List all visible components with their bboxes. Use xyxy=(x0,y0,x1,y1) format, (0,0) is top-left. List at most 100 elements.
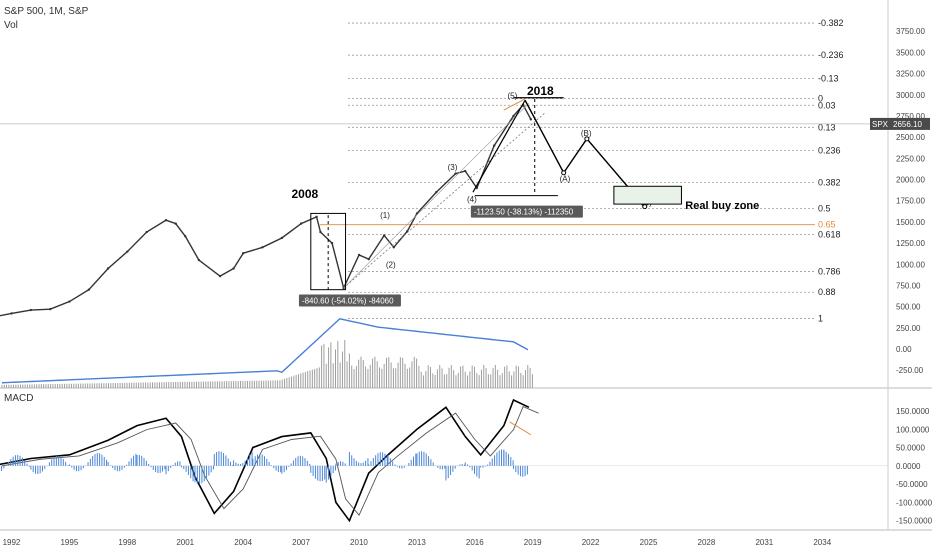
y-tick-label: 2500.00 xyxy=(896,133,925,142)
y-tick-label: 2000.00 xyxy=(896,176,925,185)
price-point xyxy=(529,118,533,121)
x-tick-label: 1995 xyxy=(60,538,78,547)
fib-level-label: 0.13 xyxy=(818,122,836,132)
y-tick-label: 1250.00 xyxy=(896,239,925,248)
fib-level-label: -0.236 xyxy=(818,50,844,60)
buy-zone-box xyxy=(613,185,682,205)
y-tick-label: 2250.00 xyxy=(896,154,925,163)
y-tick-label: -150.0000 xyxy=(896,517,932,526)
price-point xyxy=(232,267,235,270)
y-tick-label: 1750.00 xyxy=(896,197,925,206)
year-label: 2008 xyxy=(291,187,318,201)
y-tick-label: 150.0000 xyxy=(896,407,930,416)
volume-label: Vol xyxy=(4,20,18,31)
price-point xyxy=(218,274,222,278)
price-point xyxy=(29,308,33,312)
wave-label: (A) xyxy=(560,175,571,184)
y-tick-label: 1500.00 xyxy=(896,218,925,227)
y-tick-label: 0.00 xyxy=(896,345,912,354)
y-tick-label: 3000.00 xyxy=(896,91,925,100)
price-point xyxy=(261,246,264,249)
price-tag-symbol: SPX xyxy=(872,120,889,129)
fib-level-label: -0.382 xyxy=(818,18,844,28)
macd-signal-line xyxy=(1,405,539,517)
x-tick-label: 2025 xyxy=(640,538,658,547)
fib-level-label: 0.88 xyxy=(818,287,836,297)
price-point xyxy=(197,258,201,262)
price-series-line xyxy=(0,103,532,317)
x-tick-label: 2010 xyxy=(350,538,368,547)
wave-label: (5) xyxy=(507,92,517,101)
wave-label: (B) xyxy=(581,129,592,138)
wave-label: (2) xyxy=(386,260,396,269)
macd-orange-line xyxy=(509,421,532,436)
price-point xyxy=(367,257,370,261)
x-tick-label: 2007 xyxy=(292,538,310,547)
fib-level-label: 0.236 xyxy=(818,146,841,156)
fib-level-label: 0.786 xyxy=(818,267,841,277)
trendline xyxy=(343,113,545,289)
price-point xyxy=(392,246,396,249)
chart-header-symbol: S&P 500, 1M, S&P xyxy=(4,6,89,17)
x-tick-label: 2016 xyxy=(466,538,484,547)
wave-point xyxy=(561,170,567,176)
x-tick-label: 2034 xyxy=(813,538,831,547)
price-point xyxy=(10,312,13,315)
year-label: 2018 xyxy=(527,84,554,98)
trendline xyxy=(343,103,530,289)
price-point xyxy=(106,267,110,270)
y-tick-label: 50.0000 xyxy=(896,444,925,453)
wave-point xyxy=(584,136,590,142)
y-tick-label: 750.00 xyxy=(896,281,921,290)
x-tick-label: 1992 xyxy=(3,538,21,547)
price-point xyxy=(315,215,318,218)
measure-text-2018: -1123.50 (-38.13%) -112350 xyxy=(474,208,574,217)
wave-projection-line xyxy=(524,99,646,208)
x-tick-label: 1998 xyxy=(118,538,136,547)
macd-line xyxy=(0,398,530,523)
fib-level-label: 0 xyxy=(818,94,823,104)
wave-line-impulse xyxy=(472,99,526,193)
fib-level-label: -0.13 xyxy=(818,73,839,83)
price-point xyxy=(184,235,187,238)
y-tick-label: 2750.00 xyxy=(896,112,925,121)
price-point xyxy=(164,218,168,222)
price-point xyxy=(435,191,438,194)
price-point xyxy=(454,172,457,175)
y-tick-label: 100.0000 xyxy=(896,425,930,434)
y-tick-label: 250.00 xyxy=(896,324,921,333)
volume-ma-line xyxy=(1,318,529,384)
measure-box-2008 xyxy=(298,294,401,307)
price-point xyxy=(512,114,515,118)
price-point xyxy=(492,144,496,147)
price-point xyxy=(174,222,177,225)
price-point xyxy=(68,300,71,303)
price-point xyxy=(145,230,148,234)
fib-level-label: 0.618 xyxy=(818,230,841,240)
y-tick-label: 3500.00 xyxy=(896,48,925,57)
x-tick-label: 2028 xyxy=(698,538,716,547)
y-tick-label: 1000.00 xyxy=(896,260,925,269)
y-tick-label: -250.00 xyxy=(896,366,924,375)
y-tick-label: -50.0000 xyxy=(896,480,928,489)
measure-box-2018 xyxy=(470,205,583,218)
x-tick-label: 2001 xyxy=(176,538,194,547)
measure-text-2008: -840.60 (-54.02%) -84060 xyxy=(302,296,394,305)
price-point xyxy=(48,307,52,311)
fib-level-label: 1 xyxy=(818,314,823,324)
price-point xyxy=(319,230,322,234)
y-tick-label: -100.0000 xyxy=(896,498,932,507)
y-tick-label: 500.00 xyxy=(896,303,921,312)
x-tick-label: 2004 xyxy=(234,538,252,547)
price-point xyxy=(280,236,284,240)
y-tick-label: 3750.00 xyxy=(896,27,925,36)
price-tag-value: 2656.10 xyxy=(893,120,922,129)
price-point xyxy=(464,169,467,173)
price-tag-value-box xyxy=(890,117,930,130)
price-point xyxy=(382,234,386,237)
wave-label: (4) xyxy=(467,195,477,204)
price-point xyxy=(357,253,361,257)
price-point xyxy=(87,288,91,291)
price-point xyxy=(126,250,129,253)
